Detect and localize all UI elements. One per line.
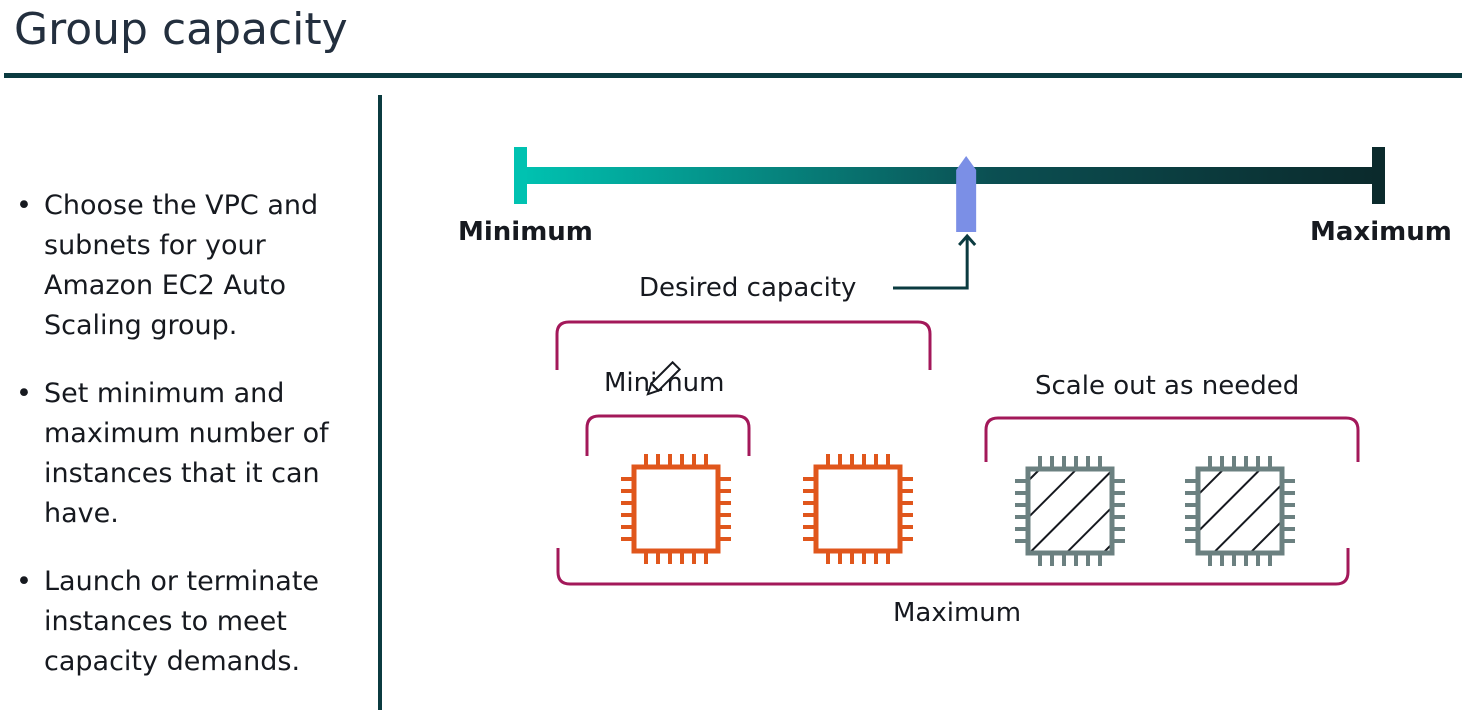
pencil-cursor-icon [646, 360, 682, 396]
desired-group-bracket [555, 320, 932, 370]
desired-capacity-marker [956, 156, 977, 232]
slide-title: Group capacity [14, 4, 348, 55]
maximum-group-bracket [556, 548, 1350, 586]
scale-min-cap [514, 147, 527, 204]
bullet-dot-icon: • [16, 566, 32, 597]
bullet-item: • Set minimum and maximum number of insta… [14, 374, 359, 534]
scale-out-label: Scale out as needed [1035, 371, 1299, 401]
desired-capacity-callout: Desired capacity [639, 233, 977, 303]
arrowhead-icon [958, 233, 977, 246]
bullet-dot-icon: • [16, 378, 32, 409]
vertical-divider [378, 95, 382, 710]
scale-max-label: Maximum [1310, 217, 1452, 247]
title-divider [4, 73, 1462, 78]
bullet-item: • Choose the VPC and subnets for your Ama… [14, 186, 359, 346]
capacity-scale: Minimum Maximum [458, 147, 1452, 247]
instance-chips [621, 454, 1295, 566]
scale-max-cap [1372, 147, 1385, 204]
maximum-group-label: Maximum [893, 598, 1021, 628]
chip-hatched-icon [1015, 456, 1125, 566]
bullet-text: Launch or terminate instances to meet ca… [44, 566, 320, 677]
chip-icon [803, 454, 913, 564]
bullet-text: Set minimum and maximum number of instan… [44, 378, 329, 529]
scale-out-group-bracket [984, 416, 1360, 462]
bullet-text: Choose the VPC and subnets for your Amaz… [44, 190, 319, 341]
chip-hatched-icon [1185, 456, 1295, 566]
scale-bar [522, 167, 1378, 184]
bullet-dot-icon: • [16, 190, 32, 221]
desired-capacity-label: Desired capacity [639, 273, 856, 303]
chip-icon [621, 454, 731, 564]
minimum-group-bracket [585, 414, 751, 456]
scale-min-label: Minimum [458, 217, 593, 247]
bullet-list: • Choose the VPC and subnets for your Ama… [14, 186, 359, 710]
desired-arrow-icon [893, 236, 969, 290]
bullet-item: • Launch or terminate instances to meet c… [14, 562, 359, 682]
